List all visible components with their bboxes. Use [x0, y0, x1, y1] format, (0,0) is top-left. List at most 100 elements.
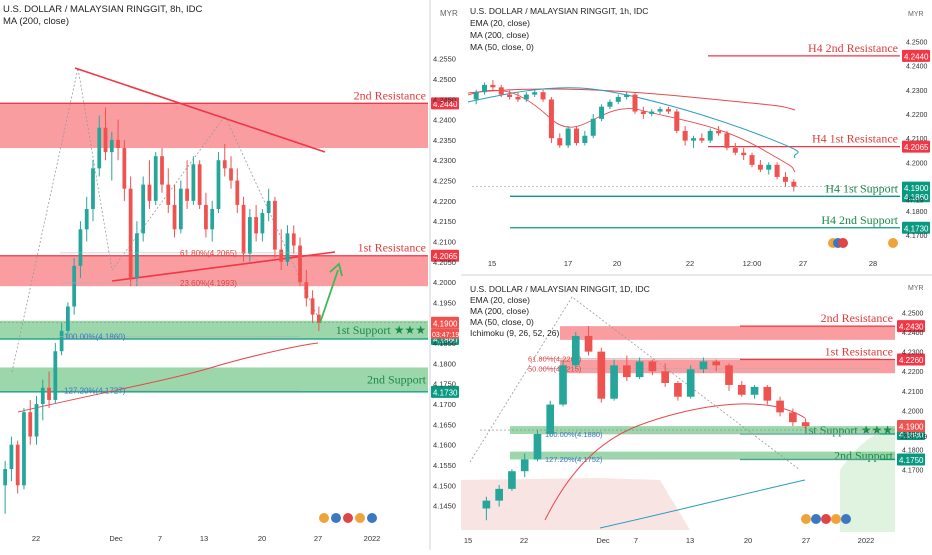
h1-time-axis[interactable]: 15 17 20 22 12:00 27 28 — [488, 259, 877, 268]
candle-body — [97, 127, 102, 169]
x-tick-label: 27 — [314, 534, 322, 543]
x-tick-label: 7 — [634, 536, 638, 545]
zone-price-tag-bg — [897, 453, 925, 466]
zone-support — [510, 451, 895, 460]
candle-body — [724, 133, 730, 148]
main-chart-header: U.S. DOLLAR / MALAYSIAN RINGGIT, 8h, IDC… — [3, 4, 203, 27]
candle-body — [523, 94, 529, 100]
candle-body — [495, 488, 503, 501]
y-tick-label: 4.1800 — [906, 209, 928, 216]
y-tick-label: 4.2300 — [902, 350, 924, 357]
x-tick-label: 13 — [200, 534, 208, 543]
ma50-line — [467, 87, 799, 159]
y-tick-label: 4.2450 — [433, 95, 456, 104]
level-label: H4 1st Resistance — [812, 132, 898, 146]
y-tick-label: 4.2300 — [906, 88, 928, 95]
main-time-axis[interactable]: 22 Dec 7 13 20 27 2022 — [32, 534, 381, 543]
candle-body — [707, 130, 713, 141]
x-tick-label: 27 — [799, 259, 807, 268]
y-tick-label: 4.1700 — [906, 233, 928, 240]
candle-body — [584, 335, 593, 352]
level-price-tag-bg — [902, 49, 930, 62]
x-tick-label: Dec — [109, 534, 123, 543]
candle-body — [665, 109, 671, 112]
zone-resistance — [0, 103, 428, 149]
candle-body — [53, 351, 58, 400]
candle-body — [490, 84, 496, 88]
y-tick-label: 4.1750 — [433, 380, 456, 389]
fib-label: 61.80%(4.2265) — [528, 354, 582, 363]
candle-body — [546, 404, 555, 434]
x-tick-label: 12:00 — [743, 259, 762, 268]
y-tick-label: 4.2200 — [906, 112, 928, 119]
ma50-line — [599, 479, 806, 529]
candle-body — [607, 101, 613, 107]
candle-body — [597, 351, 606, 399]
candle-body — [661, 371, 669, 383]
candle-body — [548, 99, 554, 139]
candle-body — [28, 412, 33, 437]
candle-body — [732, 147, 738, 153]
last-price-tag-bg — [897, 420, 925, 433]
h1-chart[interactable]: H4 2nd Resistance H4 1st Resistance H4 1st… — [467, 41, 900, 248]
main-chart[interactable]: 2nd Resistance 1st Resistance 1st Support … — [0, 67, 428, 523]
candle-body — [725, 365, 733, 385]
candle-body — [15, 444, 20, 486]
y-tick-label: 4.2400 — [906, 64, 928, 71]
ema20-line — [544, 403, 806, 521]
event-flag-icon — [821, 514, 831, 524]
y-tick-label: 4.2100 — [902, 389, 924, 396]
y-tick-label: 4.2550 — [433, 55, 456, 64]
event-flag-icon — [367, 513, 377, 523]
d1-price-axis[interactable]: 4.2430 4.2260 4.1880 4.1750 4.2500 4.2400 4.23… — [897, 310, 927, 474]
x-tick-label: 28 — [869, 259, 877, 268]
candle-body — [9, 444, 14, 470]
y-tick-label: 4.2300 — [433, 156, 456, 165]
candle-body — [635, 361, 644, 378]
candle-body — [590, 118, 596, 136]
d1-chart[interactable]: 2nd Resistance 1st Resistance 1st Support … — [461, 296, 895, 532]
zone-price-tag: 4.1750 — [899, 456, 924, 465]
y-tick-label: 4.1550 — [433, 461, 456, 470]
candle-body — [135, 233, 139, 279]
candle-body — [222, 160, 227, 169]
candle-body — [515, 97, 521, 100]
zone-support — [510, 426, 895, 434]
zone-support — [0, 367, 428, 392]
level-price-tag-bg — [902, 140, 930, 153]
y-tick-label: 4.2500 — [906, 39, 928, 46]
candle-body — [22, 412, 26, 486]
candle-body — [34, 404, 39, 437]
candle-body — [632, 94, 638, 112]
candle-body — [648, 361, 657, 372]
level-label: H4 2nd Resistance — [808, 41, 898, 55]
fib-label: 50.00%(4.2215) — [528, 364, 582, 373]
candle-body — [789, 412, 797, 423]
candle-body — [540, 92, 546, 100]
candle-body — [507, 94, 513, 98]
zone-price-tag-bg — [431, 385, 459, 398]
last-price-tag-bg — [902, 181, 930, 194]
candle-body — [699, 138, 705, 141]
h1-price-axis[interactable]: 4.2440 4.2065 4.1860 4.1730 4.2500 4.2400 4.23… — [902, 39, 930, 240]
main-price-axis[interactable]: 4.2440 4.2065 4.1860 4.1730 4.2550 4.2500 4.24… — [431, 55, 459, 511]
x-tick-label: 22 — [520, 536, 528, 545]
candle-body — [241, 204, 246, 254]
y-tick-label: 4.1800 — [902, 448, 924, 455]
main-chart-title: U.S. DOLLAR / MALAYSIAN RINGGIT, 8h, IDC — [3, 4, 203, 15]
d1-time-axis[interactable]: 15 22 Dec 7 13 20 27 2022 — [464, 536, 875, 545]
candle-body — [128, 188, 133, 279]
y-tick-label: 4.1600 — [433, 441, 456, 450]
candle-body — [298, 245, 302, 283]
y-tick-label: 4.2200 — [433, 197, 456, 206]
candle-body — [285, 233, 290, 262]
x-tick-label: 22 — [686, 259, 694, 268]
candle-body — [266, 200, 271, 214]
x-tick-label: Dec — [596, 536, 610, 545]
y-tick-label: 4.2000 — [906, 160, 928, 167]
candle-body — [571, 335, 580, 366]
candle-body — [210, 208, 215, 230]
candle-body — [682, 130, 688, 141]
candle-body — [599, 106, 605, 119]
